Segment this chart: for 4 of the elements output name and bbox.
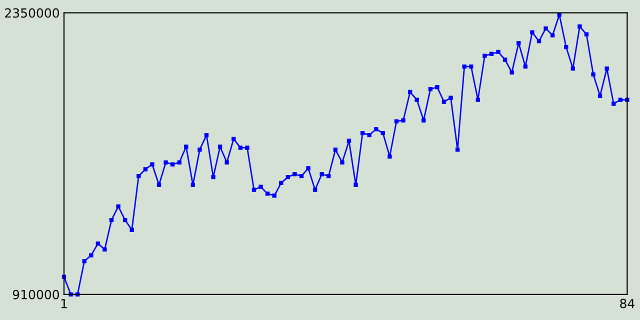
y-tick-label: 910000 [12, 290, 59, 300]
x-tick-label: 1 [61, 298, 67, 308]
y-tick-label: 2350000 [5, 8, 59, 18]
x-tick-label: 84 [620, 298, 634, 308]
